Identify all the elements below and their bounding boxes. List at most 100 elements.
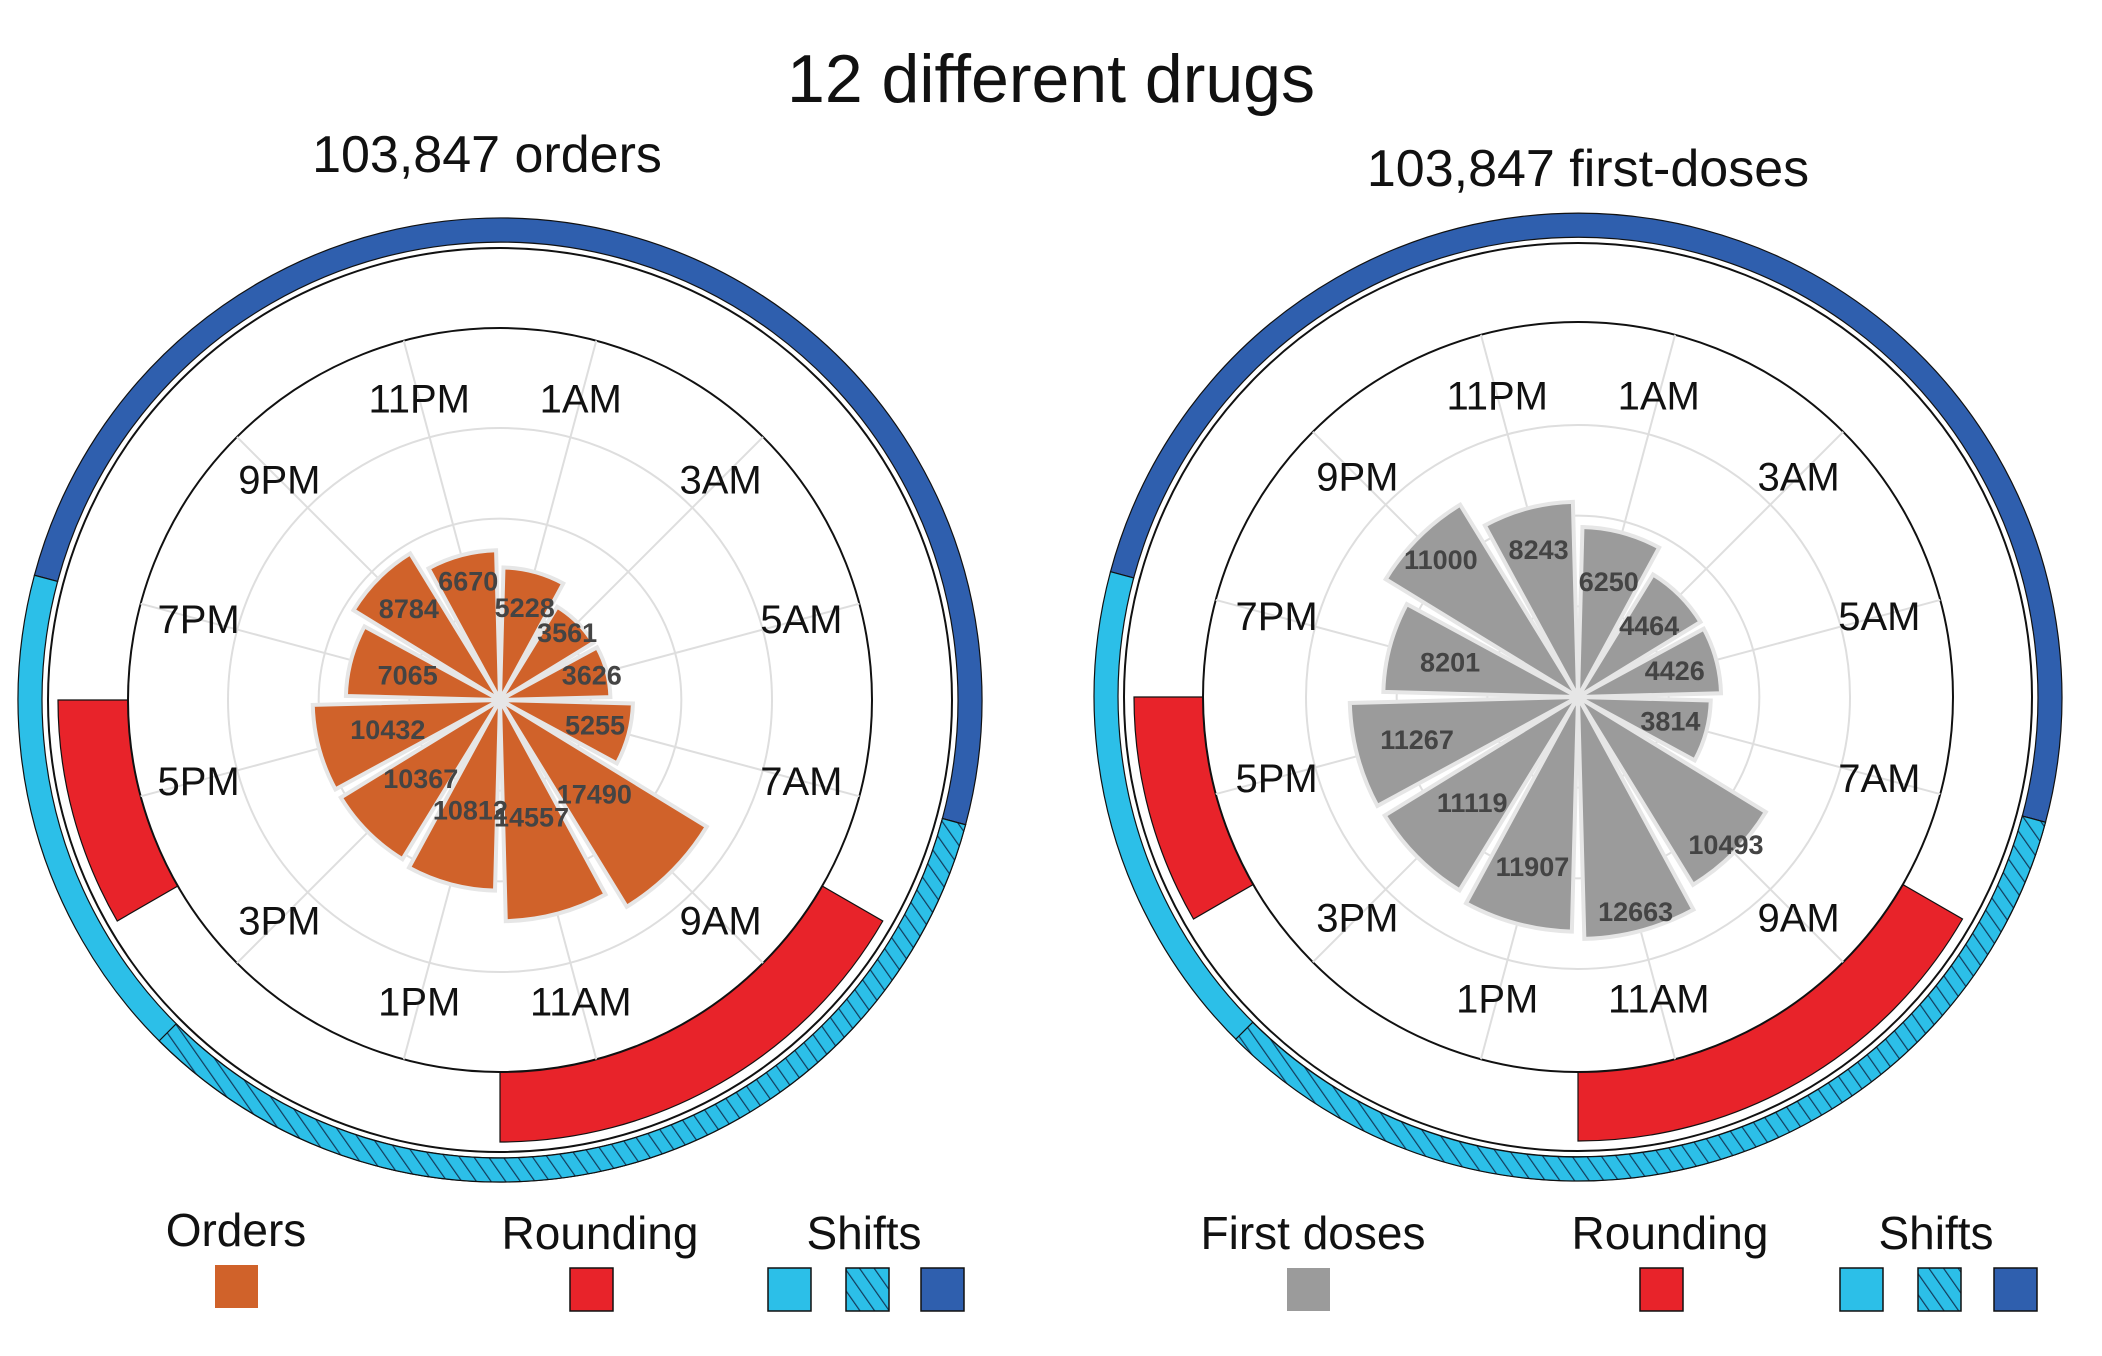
value-label: 11907 bbox=[1496, 852, 1570, 882]
bar-11 bbox=[425, 548, 502, 701]
hour-label: 11AM bbox=[530, 980, 632, 1024]
bar-10 bbox=[350, 550, 502, 702]
legend-rounding-swatch bbox=[569, 1267, 614, 1312]
value-label: 4426 bbox=[1645, 656, 1705, 686]
shift-ring-hatched bbox=[158, 817, 967, 1183]
hour-label: 7PM bbox=[158, 598, 240, 642]
bar-6 bbox=[1463, 696, 1580, 934]
legend-shifts-label: Shifts bbox=[806, 1207, 921, 1259]
value-label: 11000 bbox=[1404, 545, 1478, 575]
grid-circle bbox=[408, 608, 592, 792]
value-label: 10367 bbox=[383, 764, 458, 794]
hour-label: 5AM bbox=[760, 598, 842, 642]
grid-circle bbox=[1395, 514, 1761, 880]
value-label: 10812 bbox=[433, 796, 508, 826]
legend-shift-dark-swatch bbox=[1993, 1267, 2038, 1312]
bar-7 bbox=[1381, 695, 1580, 894]
legend-rounding-swatch bbox=[1639, 1267, 1684, 1312]
value-label: 7065 bbox=[378, 660, 438, 690]
value-label: 3561 bbox=[537, 618, 597, 648]
legend-rounding-label: Rounding bbox=[502, 1207, 699, 1259]
hour-label: 1PM bbox=[378, 980, 460, 1024]
value-label: 10493 bbox=[1688, 830, 1763, 860]
value-label: 8784 bbox=[379, 594, 439, 624]
bar-3 bbox=[1577, 695, 1713, 764]
value-label: 5255 bbox=[565, 710, 625, 740]
hour-label: 3AM bbox=[1757, 455, 1839, 499]
value-label: 3626 bbox=[562, 660, 622, 690]
grid-circle bbox=[317, 517, 683, 883]
hour-label: 3AM bbox=[679, 458, 761, 502]
legend-orders-swatch bbox=[215, 1265, 258, 1308]
value-label: 14557 bbox=[494, 803, 569, 833]
legend-shift-light-swatch bbox=[767, 1267, 812, 1312]
bar-4 bbox=[498, 698, 710, 910]
legend-series-label: Orders bbox=[166, 1204, 307, 1256]
bar-9 bbox=[1381, 601, 1579, 699]
first-doses-legend: First doses Rounding Shifts bbox=[1201, 1207, 2038, 1312]
value-label: 10432 bbox=[350, 715, 425, 745]
hour-label: 1AM bbox=[1618, 375, 1700, 419]
hour-label: 11PM bbox=[1446, 375, 1548, 419]
legend-rounding-label: Rounding bbox=[1572, 1207, 1769, 1259]
legend-shift-hatched-swatch bbox=[845, 1267, 890, 1312]
bar-8 bbox=[1347, 695, 1579, 809]
first-doses-chart-panel: 103,847 first-doses 11PM 1AM 3AM 5AM 7AM 9AM 11… bbox=[1093, 140, 2063, 1182]
legend-shift-light-swatch bbox=[1839, 1267, 1884, 1312]
value-label: 11267 bbox=[1380, 725, 1454, 755]
orders-chart-panel: 103,847 orders 11PM 1AM 3AM 5AM 7AM 9AM 11AM 1PM… bbox=[17, 126, 983, 1183]
bar-7 bbox=[338, 698, 502, 862]
hour-label: 11AM bbox=[1608, 977, 1710, 1021]
bar-2 bbox=[499, 644, 613, 702]
bar-3 bbox=[499, 698, 635, 767]
hour-label: 7AM bbox=[1838, 757, 1920, 801]
bar-8 bbox=[310, 698, 501, 793]
hour-label: 5PM bbox=[158, 760, 240, 804]
bar-0 bbox=[498, 565, 566, 701]
bar-9 bbox=[343, 623, 501, 702]
value-label: 12663 bbox=[1598, 897, 1673, 927]
bar-5 bbox=[498, 699, 609, 924]
chart-subtitle: 103,847 orders bbox=[312, 126, 662, 184]
grid-circle bbox=[227, 427, 773, 973]
value-label: 6670 bbox=[438, 566, 498, 596]
value-label: 8243 bbox=[1509, 535, 1569, 565]
orders-legend: Orders Rounding Shifts bbox=[166, 1204, 965, 1312]
bar-4 bbox=[1576, 695, 1769, 888]
bar-1 bbox=[498, 603, 597, 702]
value-label: 11119 bbox=[1437, 788, 1508, 818]
hour-label: 9PM bbox=[1316, 455, 1398, 499]
bar-2 bbox=[1577, 626, 1724, 699]
hour-label: 9AM bbox=[1757, 897, 1839, 941]
value-label: 8201 bbox=[1420, 648, 1480, 678]
hour-label: 1PM bbox=[1456, 977, 1538, 1021]
hour-label: 11PM bbox=[368, 378, 470, 422]
hour-label: 9PM bbox=[238, 458, 320, 502]
hour-label: 7PM bbox=[1236, 595, 1318, 639]
grid-circle bbox=[1305, 424, 1851, 970]
bar-1 bbox=[1576, 571, 1704, 699]
hour-label: 5PM bbox=[1236, 757, 1318, 801]
hour-label: 7AM bbox=[760, 760, 842, 804]
value-label: 5228 bbox=[495, 593, 555, 623]
legend-shifts-label: Shifts bbox=[1878, 1207, 1993, 1259]
value-label: 3814 bbox=[1640, 707, 1700, 737]
value-label: 6250 bbox=[1579, 567, 1639, 597]
hour-label: 3PM bbox=[1316, 897, 1398, 941]
value-label: 4464 bbox=[1619, 611, 1679, 641]
value-label: 17490 bbox=[557, 779, 632, 809]
bar-11 bbox=[1482, 499, 1580, 698]
bar-6 bbox=[406, 699, 502, 893]
chart-title: 12 different drugs bbox=[787, 41, 1315, 117]
hour-label: 9AM bbox=[679, 900, 761, 944]
legend-first-doses-swatch bbox=[1287, 1268, 1330, 1311]
bar-5 bbox=[1576, 696, 1697, 941]
shift-ring-hatched bbox=[1234, 815, 2047, 1182]
hour-label: 1AM bbox=[540, 378, 622, 422]
legend-shift-dark-swatch bbox=[920, 1267, 965, 1312]
bar-0 bbox=[1576, 525, 1662, 698]
hour-label: 3PM bbox=[238, 900, 320, 944]
grid-circle bbox=[1486, 605, 1670, 789]
legend-series-label: First doses bbox=[1201, 1207, 1426, 1259]
